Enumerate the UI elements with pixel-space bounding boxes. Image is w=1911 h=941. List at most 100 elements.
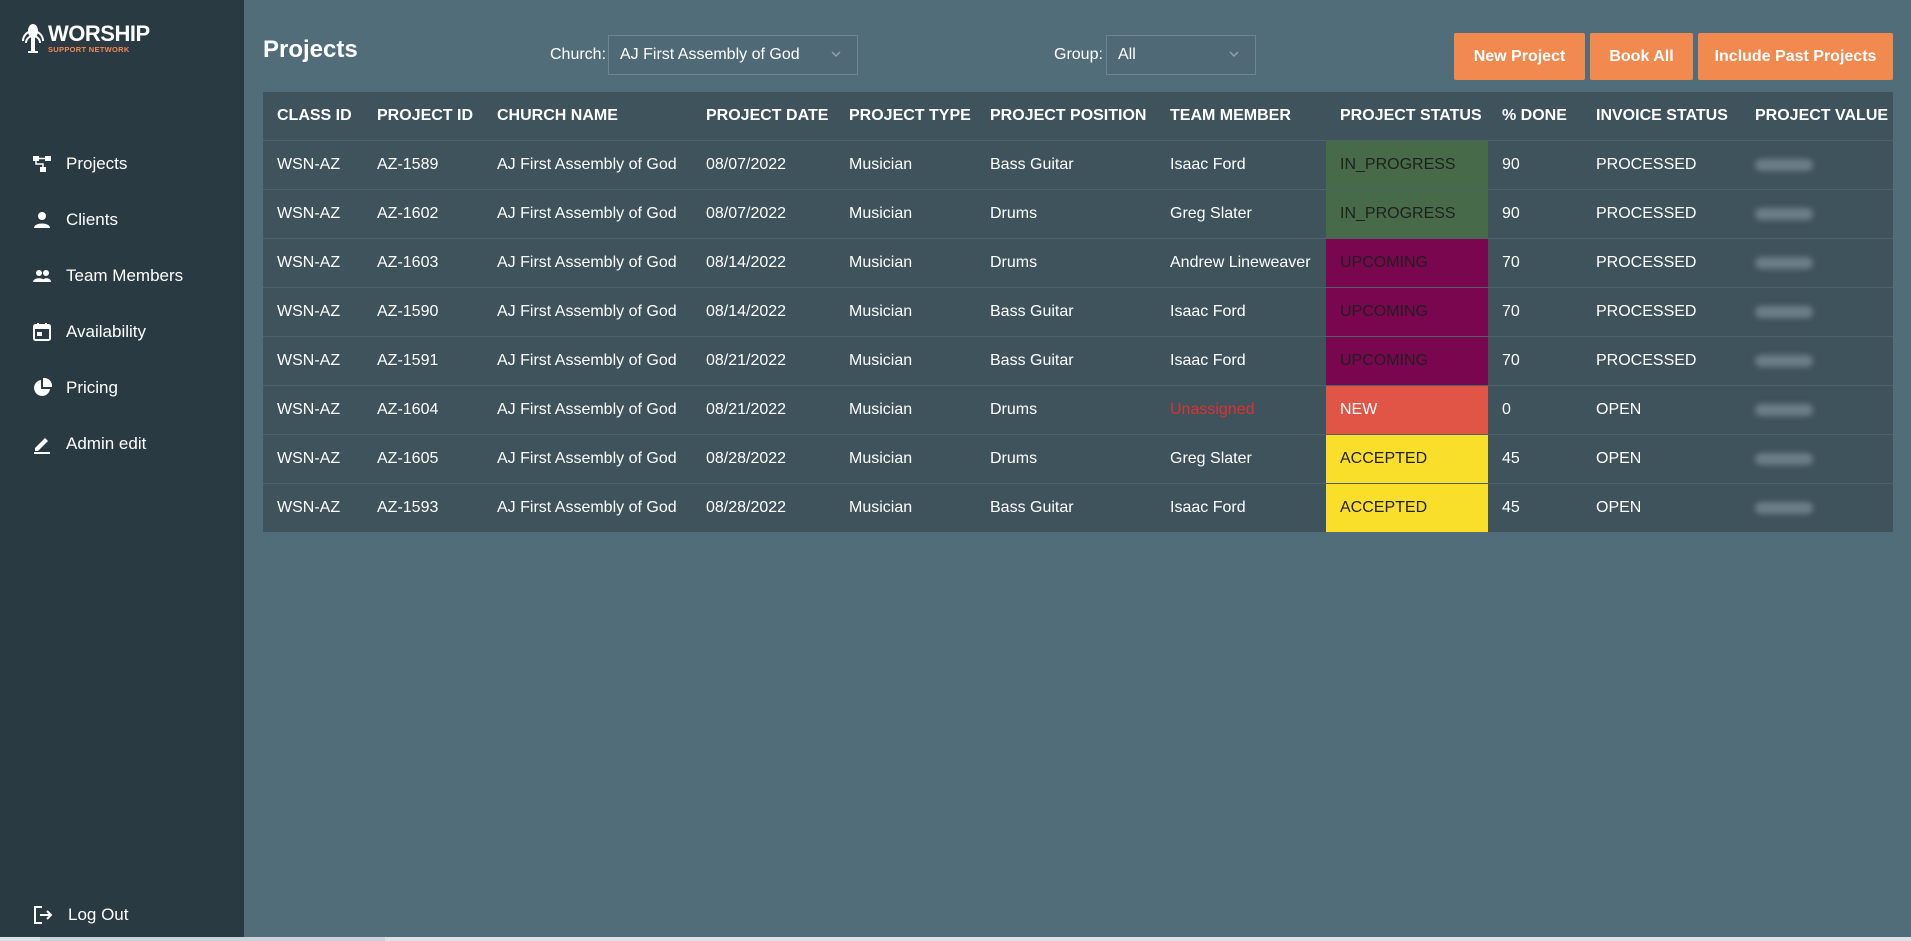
table-cell: AZ-1590 [363, 287, 483, 337]
project-value-cell [1741, 140, 1893, 190]
table-cell: OPEN [1582, 434, 1741, 484]
column-header[interactable]: % DONE [1488, 92, 1582, 141]
project-value-cell [1741, 336, 1893, 386]
sidebar-item-clients[interactable]: Clients [0, 192, 244, 248]
status-badge: ACCEPTED [1326, 434, 1488, 484]
group-filter-label: Group: [1054, 46, 1103, 63]
redacted-value [1755, 354, 1813, 367]
table-row[interactable]: WSN-AZ AZ-1602 AJ First Assembly of God 08/… [263, 189, 1893, 239]
table-cell: WSN-AZ [263, 336, 363, 386]
table-row[interactable]: WSN-AZ AZ-1604 AJ First Assembly of God 08/… [263, 385, 1893, 435]
column-header[interactable]: PROJECT VALUE [1741, 92, 1893, 141]
column-header[interactable]: INVOICE STATUS [1582, 92, 1741, 141]
table-row[interactable]: WSN-AZ AZ-1590 AJ First Assembly of God 08/… [263, 287, 1893, 337]
table-cell: 08/21/2022 [692, 385, 835, 435]
table-cell: Bass Guitar [976, 140, 1156, 190]
include-past-projects-button[interactable]: Include Past Projects [1698, 33, 1893, 80]
column-header[interactable]: PROJECT TYPE [835, 92, 976, 141]
table-cell: AZ-1603 [363, 238, 483, 288]
redacted-value [1755, 305, 1813, 318]
calendar-icon [32, 322, 52, 342]
sidebar-item-projects[interactable]: Projects [0, 136, 244, 192]
new-project-button[interactable]: New Project [1454, 33, 1585, 80]
sidebar-item-pricing[interactable]: Pricing [0, 360, 244, 416]
redacted-value [1755, 501, 1813, 514]
table-cell: 08/07/2022 [692, 189, 835, 239]
table-cell: Bass Guitar [976, 287, 1156, 337]
brand-logo[interactable]: WORSHIP SUPPORT NETWORK [20, 20, 150, 56]
sidebar-item-label: Team Members [66, 266, 184, 285]
sidebar-nav: Projects Clients Team Members Availabili… [0, 136, 244, 472]
logout-button[interactable]: Log Out [32, 904, 129, 926]
table-cell: Isaac Ford [1156, 483, 1326, 532]
table-cell: OPEN [1582, 385, 1741, 435]
table-cell: Musician [835, 287, 976, 337]
sidebar-item-admin-edit[interactable]: Admin edit [0, 416, 244, 472]
table-cell: AZ-1593 [363, 483, 483, 532]
table-cell: 08/28/2022 [692, 483, 835, 532]
column-header[interactable]: PROJECT POSITION [976, 92, 1156, 141]
table-row[interactable]: WSN-AZ AZ-1589 AJ First Assembly of God 08/… [263, 140, 1893, 190]
table-cell: Greg Slater [1156, 189, 1326, 239]
status-badge: IN_PROGRESS [1326, 140, 1488, 190]
brand-title: WORSHIP [48, 20, 150, 46]
table-cell: WSN-AZ [263, 140, 363, 190]
table-cell: WSN-AZ [263, 385, 363, 435]
column-header[interactable]: CHURCH NAME [483, 92, 692, 141]
book-all-button[interactable]: Book All [1590, 33, 1693, 80]
table-cell: WSN-AZ [263, 434, 363, 484]
table-cell: Musician [835, 336, 976, 386]
table-cell: 90 [1488, 140, 1582, 190]
table-cell: WSN-AZ [263, 287, 363, 337]
table-cell: Musician [835, 140, 976, 190]
horizontal-scrollbar[interactable] [0, 937, 1911, 941]
table-cell: PROCESSED [1582, 238, 1741, 288]
table-row[interactable]: WSN-AZ AZ-1603 AJ First Assembly of God 08/… [263, 238, 1893, 288]
project-value-cell [1741, 385, 1893, 435]
people-icon [32, 266, 52, 286]
pencil-icon [32, 434, 52, 454]
project-value-cell [1741, 238, 1893, 288]
table-cell: AJ First Assembly of God [483, 385, 692, 435]
sidebar-item-label: Projects [66, 154, 128, 173]
table-cell: Bass Guitar [976, 336, 1156, 386]
microphone-icon [20, 21, 46, 55]
status-badge: ACCEPTED [1326, 483, 1488, 532]
table-header-row: CLASS ID PROJECT ID CHURCH NAME PROJECT DAT… [263, 92, 1893, 141]
table-cell: Andrew Lineweaver [1156, 238, 1326, 288]
table-cell: Musician [835, 483, 976, 532]
table-cell: AJ First Assembly of God [483, 140, 692, 190]
column-header[interactable]: PROJECT STATUS [1326, 92, 1488, 141]
status-badge: IN_PROGRESS [1326, 189, 1488, 239]
group-select-value: All [1118, 46, 1136, 63]
church-select[interactable]: AJ First Assembly of God [608, 35, 858, 75]
group-select[interactable]: All [1106, 35, 1256, 75]
table-cell: WSN-AZ [263, 238, 363, 288]
redacted-value [1755, 403, 1813, 416]
sidebar-item-label: Availability [66, 322, 147, 341]
status-badge: UPCOMING [1326, 238, 1488, 288]
table-cell: 45 [1488, 483, 1582, 532]
brand-subtitle: SUPPORT NETWORK [48, 44, 130, 54]
table-cell: 70 [1488, 287, 1582, 337]
table-row[interactable]: WSN-AZ AZ-1593 AJ First Assembly of God 08/… [263, 483, 1893, 532]
table-cell: PROCESSED [1582, 189, 1741, 239]
column-header[interactable]: PROJECT ID [363, 92, 483, 141]
column-header[interactable]: CLASS ID [263, 92, 363, 141]
table-cell: Drums [976, 238, 1156, 288]
scrollbar-thumb[interactable] [40, 937, 385, 941]
status-badge: UPCOMING [1326, 336, 1488, 386]
project-value-cell [1741, 287, 1893, 337]
column-header[interactable]: TEAM MEMBER [1156, 92, 1326, 141]
sidebar-item-label: Clients [66, 210, 118, 229]
table-cell: 08/07/2022 [692, 140, 835, 190]
table-cell: PROCESSED [1582, 287, 1741, 337]
table-row[interactable]: WSN-AZ AZ-1591 AJ First Assembly of God 08/… [263, 336, 1893, 386]
table-cell: AJ First Assembly of God [483, 483, 692, 532]
column-header[interactable]: PROJECT DATE [692, 92, 835, 141]
table-cell: 08/14/2022 [692, 287, 835, 337]
table-row[interactable]: WSN-AZ AZ-1605 AJ First Assembly of God 08/… [263, 434, 1893, 484]
sidebar-item-availability[interactable]: Availability [0, 304, 244, 360]
table-cell: AZ-1591 [363, 336, 483, 386]
sidebar-item-team-members[interactable]: Team Members [0, 248, 244, 304]
